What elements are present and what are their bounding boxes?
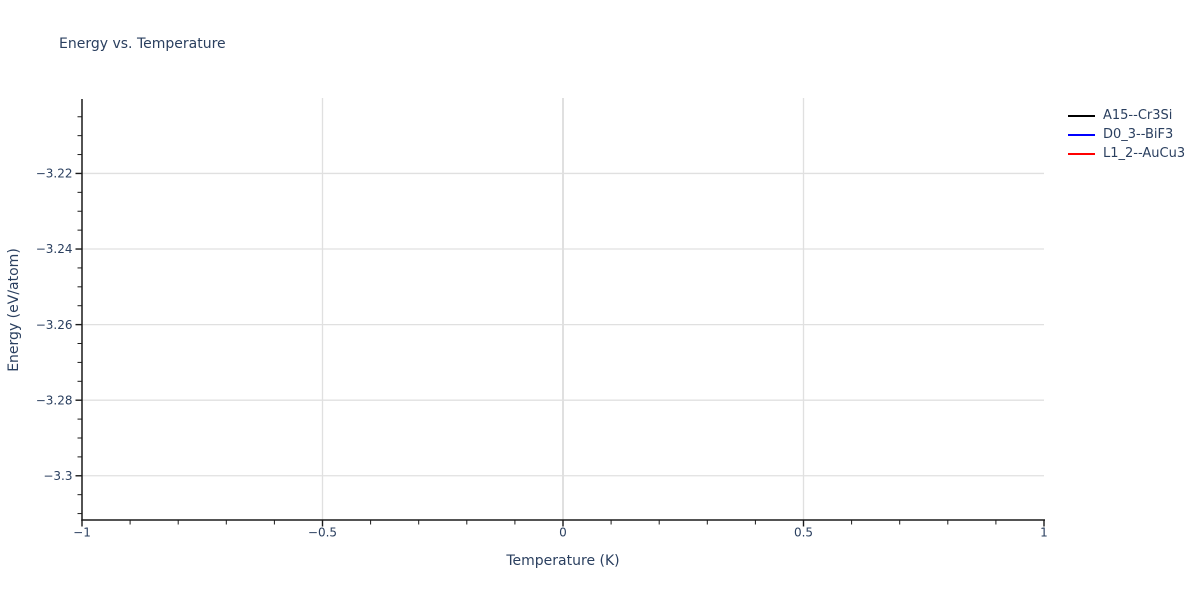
legend-label: L1_2--AuCu3	[1103, 146, 1186, 161]
legend-line-swatch	[1068, 114, 1095, 117]
legend-item[interactable]: D0_3--BiF3	[1068, 125, 1185, 144]
y-tick-label: −3.28	[36, 393, 73, 407]
legend-item[interactable]: A15--Cr3Si	[1068, 106, 1185, 125]
x-axis-title: Temperature (K)	[506, 553, 620, 569]
y-tick-label: −3.3	[43, 469, 72, 483]
legend-item[interactable]: L1_2--AuCu3	[1068, 144, 1185, 163]
legend-line-swatch	[1068, 152, 1095, 155]
legend-line-swatch	[1068, 133, 1095, 136]
x-tick-label: 1	[1040, 526, 1048, 540]
y-tick-label: −3.22	[36, 167, 73, 181]
x-tick-label: −1	[73, 526, 91, 540]
x-tick-label: 0.5	[794, 526, 813, 540]
chart-title: Energy vs. Temperature	[59, 36, 226, 52]
y-tick-label: −3.26	[36, 318, 73, 332]
x-tick-label: −0.5	[308, 526, 337, 540]
legend-label: D0_3--BiF3	[1103, 127, 1174, 142]
x-tick-label: 0	[559, 526, 567, 540]
legend-label: A15--Cr3Si	[1103, 108, 1173, 123]
y-axis-title: Energy (eV/atom)	[6, 248, 22, 372]
legend: A15--Cr3Si D0_3--BiF3 L1_2--AuCu3	[1068, 106, 1185, 163]
y-tick-label: −3.24	[36, 242, 73, 256]
